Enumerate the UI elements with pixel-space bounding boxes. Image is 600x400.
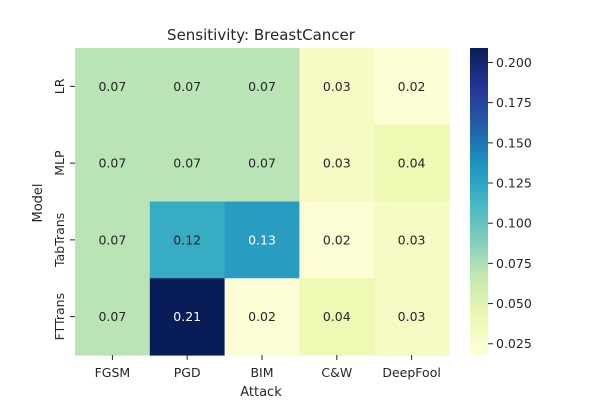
heatmap-cell [75,278,151,356]
x-axis-ticks: FGSM PGD BIM C&W DeepFool [95,355,441,380]
cell-value-label: 0.07 [98,156,126,171]
x-axis-label: Attack [240,385,282,400]
heatmap-cell [299,124,375,203]
y-tick-label: FTTrans [52,293,67,340]
cell-value-label: 0.03 [323,79,351,94]
heatmap-cell [299,201,375,279]
colorbar-ticks: 0.025 0.050 0.075 0.100 0.125 0.150 0.175 0.200 [488,55,532,351]
colorbar-tick-label: 0.125 [496,176,532,191]
heatmap-cell [75,48,151,126]
cell-value-label: 0.07 [98,309,126,324]
colorbar-tick-label: 0.175 [496,95,532,110]
x-tick-label: FGSM [95,365,131,380]
colorbar-tick-label: 0.025 [496,336,532,351]
cell-value-label: 0.04 [398,156,426,171]
heatmap-cell [299,278,375,356]
y-axis-label: Model [31,183,46,222]
cell-value-label: 0.02 [248,309,276,324]
x-tick-label: BIM [250,365,273,380]
cell-value-label: 0.07 [248,79,276,94]
cell-value-label: 0.03 [323,156,351,171]
heatmap-cell [75,124,151,203]
heatmap-cell [149,48,226,126]
heatmap-cell [149,124,226,203]
heatmap-cell [374,124,450,203]
y-axis-ticks: LR MLP TabTrans FTTrans [52,78,75,340]
cell-value-label: 0.03 [398,232,426,247]
cell-value-label: 0.12 [173,232,201,247]
colorbar-tick-label: 0.075 [496,256,532,271]
cell-value-label: 0.13 [248,232,276,247]
heatmap-cell [299,48,375,126]
heatmap-cell [224,48,300,126]
heatmap-cell [374,278,450,356]
cell-value-label: 0.02 [323,232,351,247]
colorbar-tick-label: 0.050 [496,296,532,311]
cell-value-label: 0.07 [173,79,201,94]
heatmap-cell [374,48,450,126]
chart-title: Sensitivity: BreastCancer [167,26,356,44]
cell-value-label: 0.04 [323,309,351,324]
y-tick-label: LR [52,78,67,94]
heatmap-cell [149,201,226,279]
cell-value-label: 0.07 [98,79,126,94]
x-tick-label: C&W [321,365,352,380]
colorbar-tick-label: 0.200 [496,55,532,70]
y-tick-label: TabTrans [52,213,67,268]
cell-value-label: 0.02 [398,79,426,94]
cell-value-label: 0.07 [98,232,126,247]
heatmap-cell [224,278,300,356]
cell-value-label: 0.07 [248,156,276,171]
heatmap-cell [224,124,300,203]
colorbar-tick-label: 0.100 [496,216,532,231]
heatmap-cell [75,201,151,279]
heatmap-cells [75,48,450,356]
x-tick-label: PGD [174,365,201,380]
heatmap-cell [149,278,226,356]
cell-value-label: 0.07 [173,156,201,171]
colorbar-tick-label: 0.150 [496,135,532,150]
colorbar [470,48,488,355]
heatmap-cell [224,201,300,279]
heatmap-cell [374,201,450,279]
cell-value-label: 0.03 [398,309,426,324]
cell-value-label: 0.21 [173,309,201,324]
heatmap-cell-labels: 0.07 0.07 0.07 0.03 0.02 0.07 0.07 0.07 0.03 0.04… [98,79,425,324]
y-tick-label: MLP [52,150,67,176]
x-tick-label: DeepFool [382,365,440,380]
